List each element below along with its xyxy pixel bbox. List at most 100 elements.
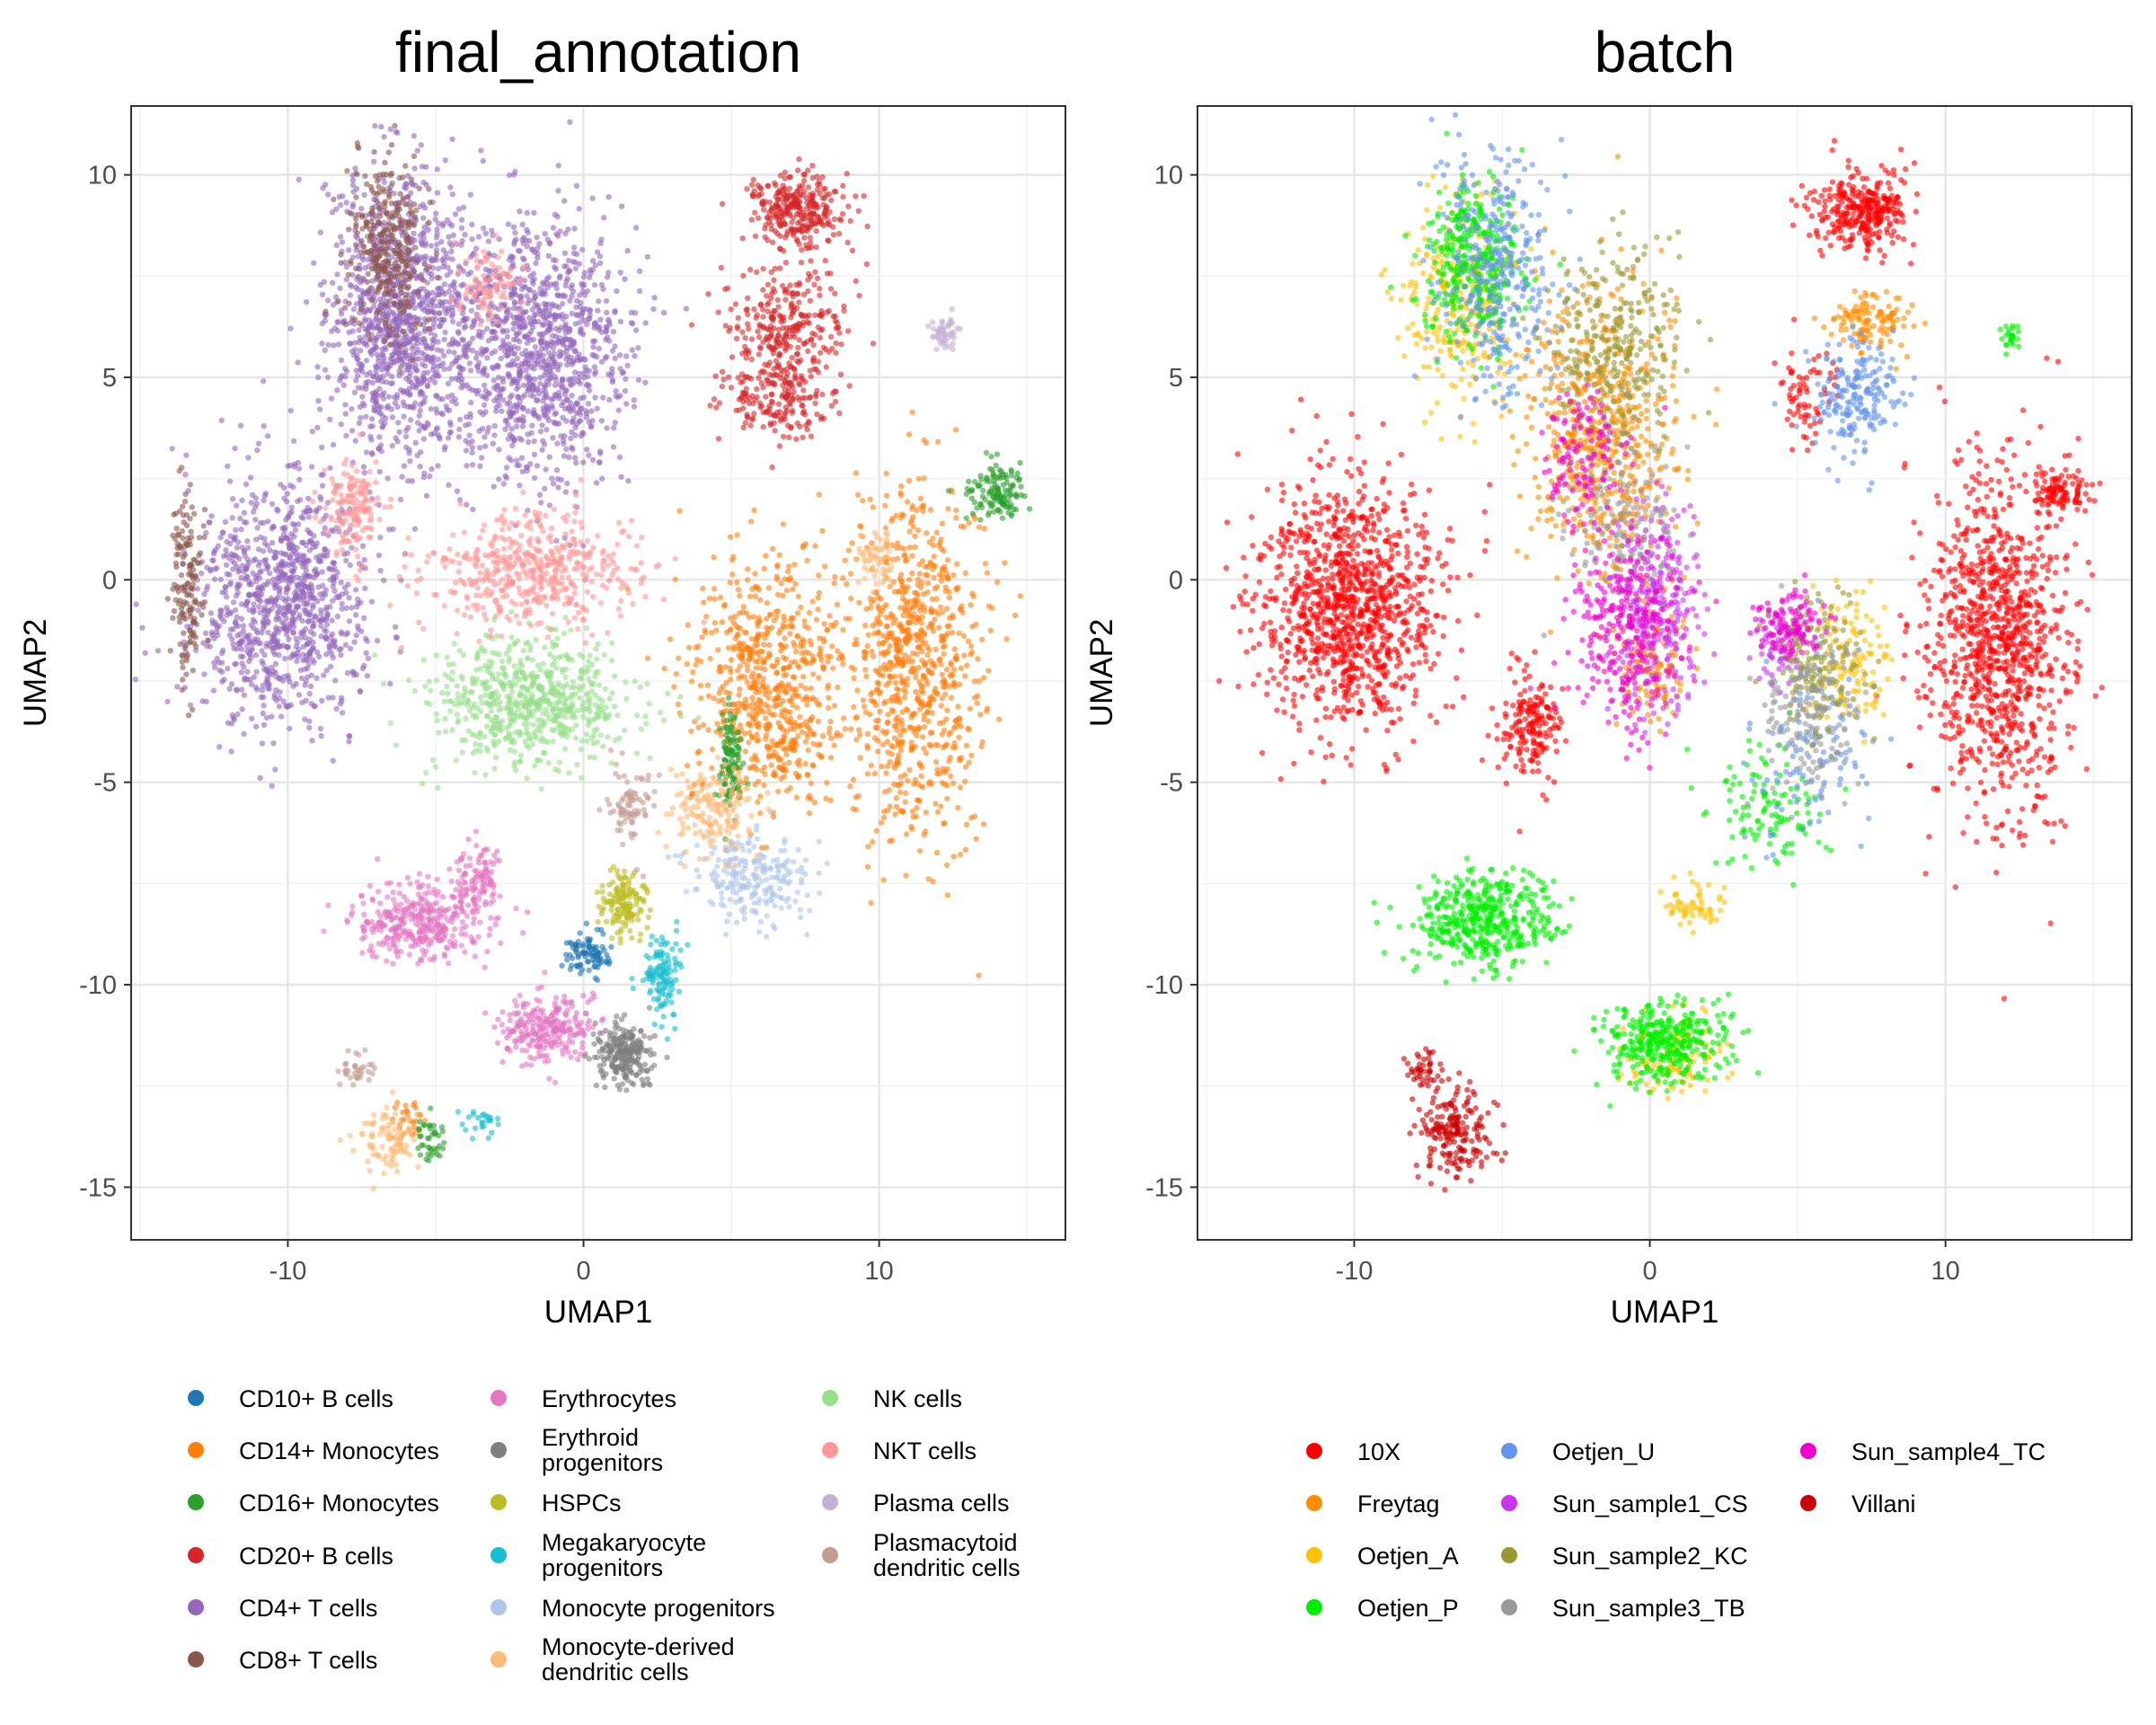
data-point bbox=[411, 165, 418, 172]
data-point bbox=[742, 696, 749, 703]
data-point bbox=[950, 854, 957, 860]
data-point bbox=[518, 293, 525, 299]
data-point bbox=[459, 336, 465, 342]
data-point bbox=[759, 201, 765, 208]
data-point bbox=[765, 381, 772, 387]
data-point bbox=[841, 303, 847, 310]
data-point bbox=[800, 291, 808, 297]
data-point bbox=[936, 770, 943, 777]
data-point bbox=[808, 336, 815, 342]
data-point bbox=[589, 456, 596, 464]
data-point bbox=[977, 712, 984, 718]
data-point bbox=[908, 739, 915, 746]
data-point bbox=[605, 270, 612, 276]
data-point bbox=[926, 779, 933, 785]
data-point bbox=[754, 757, 761, 764]
data-point bbox=[419, 254, 425, 261]
data-point bbox=[470, 322, 477, 328]
data-point bbox=[334, 319, 340, 325]
data-point bbox=[749, 181, 755, 188]
data-point bbox=[774, 562, 781, 569]
data-point bbox=[745, 645, 752, 651]
data-point bbox=[815, 606, 821, 613]
data-point bbox=[800, 696, 807, 703]
data-point bbox=[463, 447, 470, 454]
data-point bbox=[423, 345, 429, 351]
data-point bbox=[915, 576, 922, 583]
data-point bbox=[948, 671, 954, 677]
data-point bbox=[727, 324, 733, 332]
data-point bbox=[893, 642, 900, 649]
data-point bbox=[883, 664, 890, 670]
data-point bbox=[806, 809, 813, 817]
data-point bbox=[719, 619, 726, 625]
data-point bbox=[805, 747, 811, 754]
data-point bbox=[904, 640, 910, 647]
data-point bbox=[337, 234, 344, 240]
data-point bbox=[778, 580, 784, 587]
data-point bbox=[749, 586, 755, 592]
data-point bbox=[544, 301, 552, 307]
data-point bbox=[781, 248, 787, 254]
data-point bbox=[322, 317, 328, 324]
data-point bbox=[777, 233, 783, 239]
data-point bbox=[924, 652, 931, 659]
data-point bbox=[901, 545, 907, 552]
data-point bbox=[875, 748, 881, 755]
data-point bbox=[780, 622, 786, 628]
data-point bbox=[545, 327, 552, 333]
data-point bbox=[919, 734, 926, 740]
data-point bbox=[988, 453, 994, 460]
data-point bbox=[780, 334, 786, 341]
data-point bbox=[783, 588, 791, 594]
data-point bbox=[912, 544, 918, 551]
data-point bbox=[864, 745, 871, 751]
data-point bbox=[561, 405, 569, 411]
data-point bbox=[411, 230, 417, 236]
data-point bbox=[903, 831, 910, 837]
data-point bbox=[458, 385, 464, 391]
data-point bbox=[736, 692, 742, 698]
data-point bbox=[808, 239, 814, 246]
data-point bbox=[820, 663, 826, 669]
data-point bbox=[897, 490, 904, 496]
data-point bbox=[723, 717, 729, 724]
data-point bbox=[407, 392, 413, 398]
data-point bbox=[490, 440, 496, 447]
data-point bbox=[777, 223, 783, 229]
data-point bbox=[812, 312, 818, 318]
data-point bbox=[307, 683, 314, 689]
data-point bbox=[596, 345, 603, 352]
data-point bbox=[368, 416, 376, 422]
data-point bbox=[564, 276, 571, 282]
data-point bbox=[813, 244, 819, 251]
data-point bbox=[493, 383, 500, 389]
data-point bbox=[984, 478, 990, 484]
data-point bbox=[573, 182, 580, 190]
data-point bbox=[828, 333, 835, 340]
data-point bbox=[790, 694, 796, 700]
data-point bbox=[454, 488, 461, 494]
data-point bbox=[729, 775, 736, 782]
data-point bbox=[883, 624, 890, 630]
data-point bbox=[736, 610, 743, 616]
data-point bbox=[951, 646, 959, 652]
data-point bbox=[826, 613, 833, 619]
data-point bbox=[557, 228, 563, 234]
data-point bbox=[786, 663, 792, 670]
data-point bbox=[625, 478, 632, 484]
data-point bbox=[727, 534, 734, 540]
data-point bbox=[698, 694, 704, 702]
data-point bbox=[868, 692, 874, 698]
data-point bbox=[411, 526, 419, 532]
data-point bbox=[519, 468, 526, 475]
data-point bbox=[539, 345, 545, 352]
data-point bbox=[996, 466, 1003, 473]
data-point bbox=[576, 419, 582, 425]
data-point bbox=[470, 462, 476, 468]
data-point bbox=[597, 450, 604, 456]
data-point bbox=[853, 278, 859, 284]
data-point bbox=[929, 669, 935, 676]
data-point bbox=[783, 195, 790, 202]
data-point bbox=[415, 378, 421, 385]
